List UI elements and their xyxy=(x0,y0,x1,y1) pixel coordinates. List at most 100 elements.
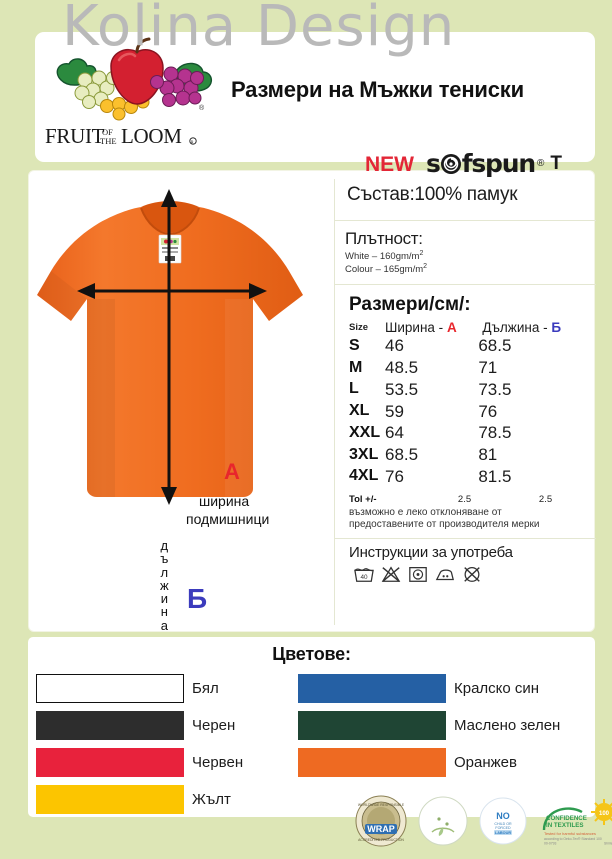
size-table: Size Ширина - А Дължина - Б S 46 68.5 M 48.5… xyxy=(345,320,586,487)
cell-width: 76 xyxy=(385,466,404,486)
color-swatch-right-1 xyxy=(298,711,446,740)
color-swatch-left-3 xyxy=(36,785,184,814)
color-swatch-row: Червен xyxy=(36,744,243,781)
table-row: XXL 64 78.5 xyxy=(345,422,586,444)
density-white-label: White – 160gm/m xyxy=(345,251,420,263)
fruit-of-the-loom-fruit-icon: ® xyxy=(56,37,213,121)
col-header-width: Ширина - А xyxy=(385,320,478,335)
svg-text:100: 100 xyxy=(599,811,610,817)
color-swatch-row: Жълт xyxy=(36,781,243,818)
tolerance-width: 2.5 xyxy=(457,493,472,505)
color-column-right: Кралско син Маслено зелен Оранжев xyxy=(298,670,560,781)
sofspun-logo: s fspun ® T xyxy=(426,149,562,178)
cell-size: 4XL xyxy=(349,467,379,485)
kolina-design-watermark: Kolina Design xyxy=(62,0,456,59)
color-swatch-row: Черен xyxy=(36,707,243,744)
tolerance-length: 2.5 xyxy=(538,493,553,505)
cell-length: 71 xyxy=(478,358,498,378)
density-white: White – 160gm/m2 xyxy=(345,250,586,262)
no-dryclean-icon xyxy=(464,566,480,582)
color-label: Оранжев xyxy=(454,754,517,771)
colors-card: Цветове: Бял Черен Червен Жълт Кралско син М… xyxy=(28,637,595,817)
color-swatch-row: Кралско син xyxy=(298,670,560,707)
cell-size: S xyxy=(349,336,360,354)
table-header-row: Size Ширина - А Дължина - Б xyxy=(345,320,586,335)
cell-size: XL xyxy=(349,402,370,420)
svg-text:FRUIT: FRUIT xyxy=(45,124,105,148)
sofspun-t-suffix: T xyxy=(550,152,562,174)
page-title: Размери на Мъжки тениски xyxy=(231,77,524,102)
cell-length: 81 xyxy=(478,445,498,465)
no-bleach-icon xyxy=(381,565,401,582)
col-header-length-mark: Б xyxy=(551,320,562,336)
size-table-body: S 46 68.5 M 48.5 71 L 53.5 73.5 XL 59 76 XXL 64 78.5 3X… xyxy=(345,335,586,487)
svg-text:®: ® xyxy=(199,104,205,112)
care-symbols: 40 xyxy=(345,564,586,584)
cell-width: 64 xyxy=(385,423,404,443)
col-header-length-text: Дължина - xyxy=(482,320,552,336)
sofspun-suffix: fspun xyxy=(461,149,536,178)
sofspun-prefix: s xyxy=(426,149,441,178)
svg-text:Tested for harmful substances: Tested for harmful substances xyxy=(544,831,596,836)
fruit-of-the-loom-wordmark: FRUIT OF THE LOOM R xyxy=(45,124,197,148)
cell-width: 46 xyxy=(385,336,404,356)
color-swatch-row: Бял xyxy=(36,670,243,707)
cell-width: 68.5 xyxy=(385,445,419,465)
cell-size: 3XL xyxy=(349,445,379,463)
cell-size: XXL xyxy=(349,423,381,441)
color-label: Червен xyxy=(192,754,244,771)
table-row: XL 59 76 xyxy=(345,401,586,423)
composition-panel: Състав:100% памук xyxy=(347,184,518,205)
no-child-labour-badge: NO CHILD OR FORCED LABOUR xyxy=(479,797,527,845)
col-header-length: Дължина - Б xyxy=(478,320,586,335)
table-row: L 53.5 73.5 xyxy=(345,379,586,401)
svg-text:LABOUR: LABOUR xyxy=(495,831,511,835)
color-swatch-row: Маслено зелен xyxy=(298,707,560,744)
oeko-tex-confidence-badge: 100 CONFIDENCE IN TEXTILES Tested for ha… xyxy=(538,796,612,846)
tumble-dry-icon xyxy=(409,566,427,582)
svg-text:THE: THE xyxy=(100,136,117,146)
color-swatch-row: Оранжев xyxy=(298,744,560,781)
cell-width: 53.5 xyxy=(385,379,419,399)
density-panel: Плътност: White – 160gm/m2 Colour – 165g… xyxy=(335,220,596,284)
color-swatch-left-0 xyxy=(36,674,184,703)
density-title: Плътност: xyxy=(345,229,423,248)
measure-width-line1: ширина xyxy=(199,493,250,509)
care-panel: Инструкции за употреба 40 xyxy=(335,537,596,590)
table-row: 3XL 68.5 81 xyxy=(345,444,586,466)
svg-text:IN TEXTILES: IN TEXTILES xyxy=(546,822,583,829)
table-row: 4XL 76 81.5 xyxy=(345,466,586,488)
measure-label-b: Б xyxy=(187,583,208,614)
col-header-width-mark: А xyxy=(446,320,457,336)
measure-width-line2: подмишници xyxy=(186,511,270,527)
tolerance-note: възможно е леко отклоняване от предостав… xyxy=(345,507,586,532)
cell-width: 48.5 xyxy=(385,358,419,378)
header-card: ® FRUIT OF THE LOOM R Размери на Мъжки т… xyxy=(35,32,595,178)
wash-temp-text: 40 xyxy=(360,574,368,581)
color-label: Бял xyxy=(192,680,219,697)
tolerance-row: Tol +/- 2.5 2.5 xyxy=(345,494,586,505)
svg-text:CONFIDENCE: CONFIDENCE xyxy=(546,815,587,822)
svg-text:Shirley: Shirley xyxy=(604,842,612,846)
color-column-left: Бял Черен Червен Жълт xyxy=(36,670,243,818)
cell-size: M xyxy=(349,358,363,376)
density-colour-sup: 2 xyxy=(423,263,428,271)
tolerance-note-line2: предоставените от производителя мерки xyxy=(349,519,540,531)
cell-width: 59 xyxy=(385,401,404,421)
measure-label-a: А xyxy=(224,459,240,484)
spiral-o-icon xyxy=(440,153,461,174)
color-label: Кралско син xyxy=(454,680,540,697)
wrap-certification-badge: WRAP WORLDWIDE RESPONSIBLE ACCREDITED PR… xyxy=(355,795,407,847)
size-table-panel: Размери/см/: Size Ширина - А Дължина - Б xyxy=(335,284,596,537)
colors-title: Цветове: xyxy=(272,644,351,664)
density-colour-label: Colour – 165gm/m xyxy=(345,264,424,276)
cell-length: 76 xyxy=(478,401,498,421)
cell-length: 81.5 xyxy=(478,466,512,486)
svg-text:R: R xyxy=(191,140,194,145)
tolerance-label: Tol +/- xyxy=(349,493,377,505)
col-header-width-text: Ширина - xyxy=(385,320,447,336)
svg-text:according to Oeko-Tex® Standar: according to Oeko-Tex® Standard 100 xyxy=(544,837,602,841)
